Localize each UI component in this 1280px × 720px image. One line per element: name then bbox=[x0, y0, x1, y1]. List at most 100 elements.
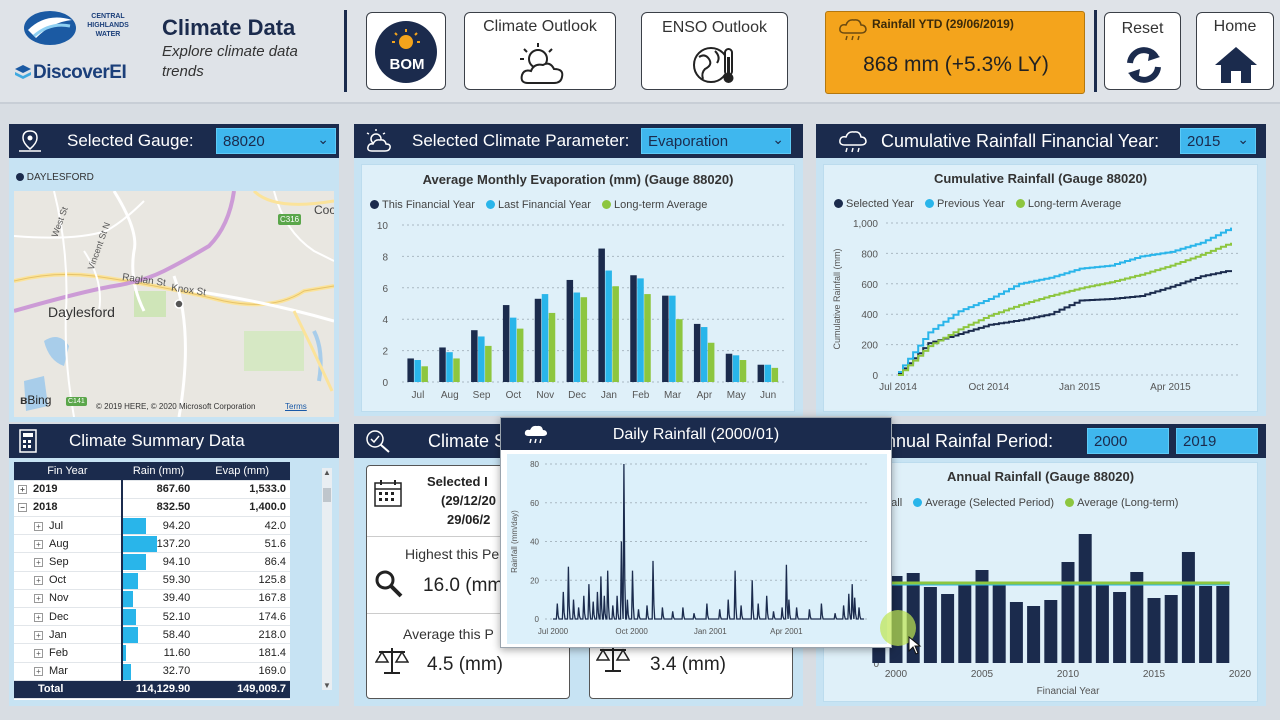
row-label-text: Feb bbox=[49, 646, 68, 659]
parameter-dropdown[interactable]: Evaporation ⌄ bbox=[641, 128, 791, 154]
expand-icon[interactable]: + bbox=[34, 558, 43, 568]
row-rain-value: 52.10 bbox=[162, 610, 191, 623]
expand-icon[interactable]: + bbox=[34, 612, 43, 622]
x-tick-label: Oct 2000 bbox=[615, 627, 648, 636]
table-row[interactable]: + Nov 39.40 167.8 bbox=[14, 589, 290, 609]
map-terms-link[interactable]: Terms bbox=[285, 402, 307, 411]
y-tick-label: 200 bbox=[861, 341, 878, 352]
stats-average-value: 4.5 (mm) bbox=[427, 654, 503, 675]
gauge-dropdown-value: 88020 bbox=[223, 133, 265, 150]
y-tick-label: 0 bbox=[535, 615, 540, 624]
table-row[interactable]: + Dec 52.10 174.6 bbox=[14, 607, 290, 627]
legend-this-fy: This Financial Year bbox=[370, 199, 475, 211]
table-row[interactable]: + Oct 59.30 125.8 bbox=[14, 571, 290, 590]
table-row[interactable]: +2019 867.60 1,533.0 bbox=[14, 480, 290, 499]
bar-this-financial-year bbox=[439, 347, 446, 382]
bom-button[interactable]: BOM bbox=[366, 12, 446, 90]
table-row[interactable]: −2018 832.50 1,400.0 bbox=[14, 498, 290, 518]
annual-to-dropdown[interactable]: 2019 bbox=[1176, 428, 1258, 454]
expand-icon[interactable]: − bbox=[18, 503, 27, 513]
bar-this-financial-year bbox=[534, 298, 542, 382]
x-tick-label: Jul 2014 bbox=[879, 382, 917, 393]
expand-icon[interactable]: + bbox=[34, 576, 43, 586]
y-tick-label: 800 bbox=[861, 249, 878, 260]
legend-last-fy: Last Financial Year bbox=[486, 199, 591, 211]
summary-table-wrap[interactable]: Fin Year Rain (mm) Evap (mm) +2019 867.60… bbox=[14, 462, 290, 700]
table-row[interactable]: + Mar 32.70 169.0 bbox=[14, 662, 290, 681]
bing-label: Bing bbox=[27, 393, 52, 407]
row-label-text: Nov bbox=[49, 592, 69, 605]
climate-outlook-button[interactable]: Climate Outlook bbox=[464, 12, 616, 90]
expand-icon[interactable]: + bbox=[18, 485, 27, 495]
table-row[interactable]: + Feb 11.60 181.4 bbox=[14, 643, 290, 663]
route-c316-badge: C316 bbox=[278, 214, 302, 225]
reset-label: Reset bbox=[1121, 20, 1164, 37]
row-rain-value: 39.40 bbox=[162, 592, 191, 605]
gauge-map[interactable]: C316 Coo Raglan St Knox St Vincent St N … bbox=[14, 191, 334, 417]
evaporation-chart[interactable]: 0 2 4 6 8 10 Jul Aug Sep Oct Nov Dec Jan Feb Mar Apr May… bbox=[362, 217, 794, 407]
row-label-text: 2018 bbox=[33, 501, 58, 514]
x-tick-label: Apr 2015 bbox=[1150, 382, 1191, 393]
bar-last-financial-year bbox=[414, 360, 421, 382]
annual-from-dropdown[interactable]: 2000 bbox=[1087, 428, 1169, 454]
tooltip-header: Daily Rainfall (2000/01) bbox=[501, 418, 891, 450]
legend-avg-selected-label: Average (Selected Period) bbox=[925, 497, 1055, 509]
x-axis-label: Financial Year bbox=[1037, 686, 1100, 697]
chevron-down-icon: ⌄ bbox=[317, 131, 329, 147]
x-tick-label: Mar bbox=[664, 390, 682, 401]
table-row[interactable]: + Sep 94.10 86.4 bbox=[14, 552, 290, 572]
annual-bar bbox=[1078, 534, 1092, 663]
refresh-icon bbox=[1127, 47, 1161, 83]
series-line-previous-year bbox=[897, 227, 1232, 374]
summary-scrollbar[interactable]: ▲ ▼ bbox=[322, 468, 332, 690]
expand-icon[interactable]: + bbox=[34, 630, 43, 640]
cumulative-year-dropdown[interactable]: 2015 ⌄ bbox=[1180, 128, 1256, 154]
enso-outlook-button[interactable]: ENSO Outlook bbox=[641, 12, 788, 90]
scroll-down-icon[interactable]: ▼ bbox=[323, 681, 331, 690]
header-divider bbox=[344, 10, 347, 92]
bar-last-financial-year bbox=[764, 364, 772, 382]
x-tick-label: Aug bbox=[441, 390, 459, 401]
search-icon bbox=[375, 570, 403, 598]
expand-icon[interactable]: + bbox=[34, 521, 43, 531]
expand-icon[interactable]: + bbox=[34, 648, 43, 658]
col-rain[interactable]: Rain (mm) bbox=[120, 462, 195, 481]
col-fin-year[interactable]: Fin Year bbox=[14, 462, 122, 481]
row-rain-value: 867.60 bbox=[156, 483, 191, 496]
home-button[interactable]: Home bbox=[1196, 12, 1274, 90]
gauge-panel: Selected Gauge: 88020 ⌄ DAYLESFORD bbox=[9, 124, 339, 422]
table-row[interactable]: + Jan 58.40 218.0 bbox=[14, 625, 290, 645]
col-evap[interactable]: Evap (mm) bbox=[194, 462, 290, 481]
rain-bar bbox=[122, 609, 136, 625]
annual-bar bbox=[1181, 552, 1195, 663]
scroll-up-icon[interactable]: ▲ bbox=[323, 468, 331, 477]
annual-bar bbox=[1147, 598, 1161, 663]
y-axis-label: Cumulative Rainfall (mm) bbox=[832, 248, 842, 349]
annual-bar bbox=[1164, 595, 1178, 663]
scroll-thumb[interactable] bbox=[323, 488, 331, 502]
bar-this-financial-year bbox=[598, 248, 605, 382]
expand-icon[interactable]: + bbox=[34, 594, 43, 604]
cumulative-chart[interactable]: 0 200 400 600 800 1,000 Cumulative Rainfall (m… bbox=[824, 215, 1257, 409]
table-row[interactable]: + Aug 137.20 51.6 bbox=[14, 534, 290, 554]
annual-bar bbox=[1113, 592, 1127, 663]
table-row[interactable]: + Jul 94.20 42.0 bbox=[14, 516, 290, 536]
y-tick-label: 8 bbox=[382, 252, 388, 263]
map-place-coo: Coo bbox=[314, 203, 334, 217]
gauge-dropdown[interactable]: 88020 ⌄ bbox=[216, 128, 336, 154]
row-rain-value: 11.60 bbox=[163, 646, 191, 659]
stats-selected-label: Selected I bbox=[427, 474, 488, 489]
row-label: +2019 bbox=[14, 480, 122, 499]
row-evap: 174.6 bbox=[194, 607, 290, 627]
row-evap: 169.0 bbox=[194, 662, 290, 681]
annual-from-value: 2000 bbox=[1094, 433, 1128, 450]
bar-last-financial-year bbox=[509, 317, 517, 382]
org-name: CENTRAL HIGHLANDS WATER bbox=[87, 13, 129, 38]
reset-button[interactable]: Reset bbox=[1104, 12, 1181, 90]
bar-long-term-average bbox=[676, 319, 683, 382]
expand-icon[interactable]: + bbox=[34, 667, 43, 677]
row-rain-value: 58.40 bbox=[162, 628, 191, 641]
summary-panel-header: Climate Summary Data bbox=[9, 424, 339, 458]
expand-icon[interactable]: + bbox=[34, 539, 43, 549]
annual-bar bbox=[1216, 586, 1230, 663]
